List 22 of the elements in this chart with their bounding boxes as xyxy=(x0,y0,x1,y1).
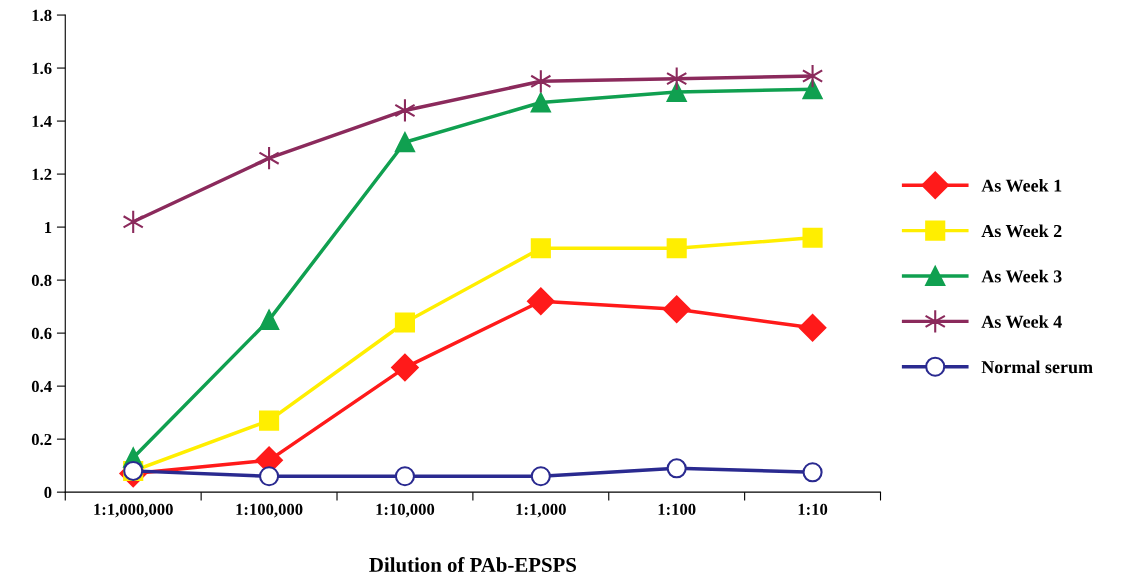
y-tick-label: 1.4 xyxy=(32,115,52,128)
legend-label: Normal serum xyxy=(981,360,1093,374)
legend-label: As Week 3 xyxy=(981,269,1062,283)
y-tick-label: 0.4 xyxy=(31,380,52,393)
x-tick-label: 1:100,000 xyxy=(236,503,303,518)
y-tick-label: 1.6 xyxy=(32,62,52,75)
x-tick-label: 1:1,000 xyxy=(516,503,566,518)
y-tick-label: 0.6 xyxy=(31,327,52,340)
y-tick-label: 0 xyxy=(44,486,52,499)
x-tick-label: 1:10 xyxy=(798,503,828,516)
x-tick-label: 1:1,000,000 xyxy=(94,503,173,518)
x-tick-label: 1:10,000 xyxy=(376,503,435,518)
y-tick-label: 1 xyxy=(45,221,52,233)
y-tick-label: 1.8 xyxy=(32,9,52,22)
legend-label: As Week 1 xyxy=(981,179,1062,192)
x-axis-title: Dilution of PAb-EPSPS xyxy=(369,557,576,572)
y-tick-label: 0.2 xyxy=(31,433,52,446)
y-tick-label: 0.8 xyxy=(31,274,52,287)
legend-label: As Week 2 xyxy=(981,224,1062,238)
y-tick-label: 1.2 xyxy=(32,168,52,181)
legend-label: As Week 4 xyxy=(981,315,1062,328)
x-tick-label: 1:100 xyxy=(658,503,696,516)
